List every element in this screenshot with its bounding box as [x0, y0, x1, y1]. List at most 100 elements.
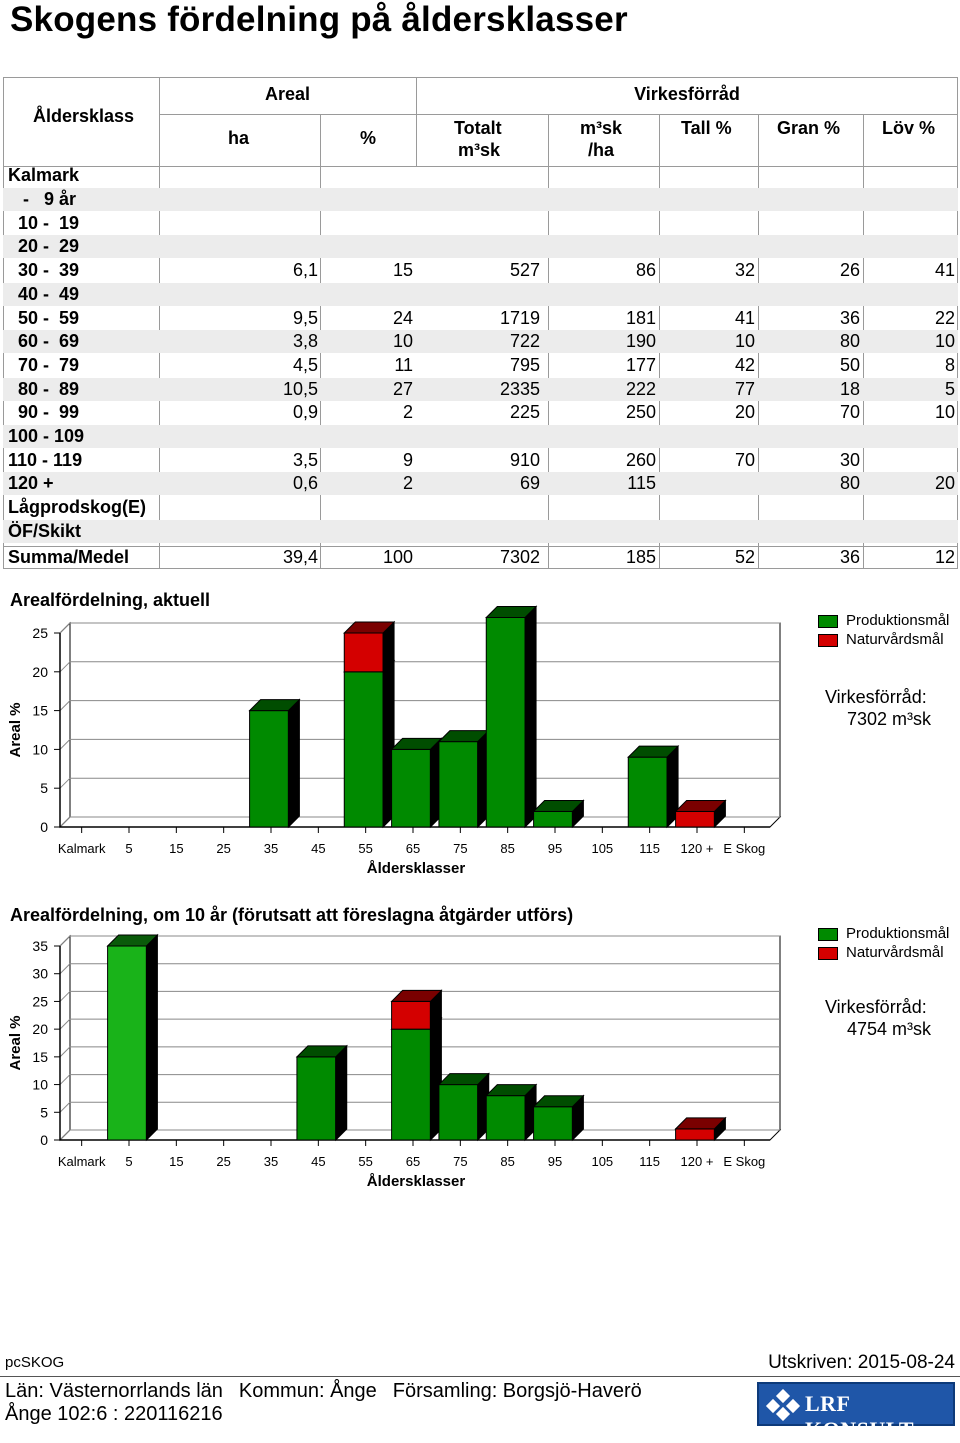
row-ha: 0,9 [292, 402, 318, 423]
gridline-side [59, 816, 71, 828]
header-areal: Areal [264, 84, 311, 104]
legend-swatch [818, 928, 838, 941]
lan-text: Län: Västernorrlands län [5, 1380, 223, 1402]
property-id: Ånge 102:6 : 220116216 [5, 1403, 223, 1425]
x-tick-label: 65 [406, 1154, 420, 1169]
header-m3sk-per-ha: m³sk/ha [580, 118, 623, 160]
age-class-table: Åldersklass Areal Virkesförråd ha % Tota… [3, 77, 958, 569]
row-lov: 10 [934, 402, 955, 423]
gridline-side [59, 935, 71, 947]
bar-top [390, 737, 443, 750]
row-per-ha: 260 [625, 449, 656, 470]
table-row: 20 - 29 [3, 235, 958, 259]
x-tick-label: Kalmark [58, 1154, 106, 1169]
row-pct: 2 [402, 402, 413, 423]
gridline-side [59, 661, 71, 673]
bar-top [674, 799, 727, 812]
bar-front-Produktionsmål [438, 1084, 479, 1141]
bar-front-Produktionsmål [107, 945, 147, 1141]
table-frame [3, 77, 958, 569]
bar-front-Produktionsmål [438, 741, 479, 828]
bar-top [532, 1095, 585, 1108]
row-ha: 0,6 [292, 473, 318, 494]
y-tick-label: 20 [32, 1021, 48, 1037]
virkesforrad-note: Virkesförråd: 4754 m³sk [825, 997, 932, 1039]
x-tick-label: 15 [169, 1154, 183, 1169]
x-tick-label: 95 [548, 1154, 562, 1169]
header-ha: ha [228, 128, 250, 148]
x-tick-label: E Skog [723, 841, 765, 856]
row-per-ha: 115 [627, 473, 656, 494]
table-row: - 9 år [3, 188, 958, 211]
table-row: 120 + 0,6 2 69 115 80 20 [3, 472, 958, 496]
row-tall: 20 [734, 402, 755, 423]
legend-item-produktion: Produktionsmål [818, 611, 949, 630]
x-tick-label: 115 [639, 1154, 660, 1169]
gridline-side [59, 739, 71, 750]
x-tick-label: 65 [406, 841, 420, 856]
row-totalt: 722 [509, 331, 540, 352]
gridline-side [59, 1046, 71, 1058]
row-label: 40 - 49 [8, 283, 80, 304]
row-totalt: 910 [509, 449, 540, 470]
chart-side-wall [59, 934, 71, 1142]
footer-divider [0, 1376, 960, 1377]
chart-side-wall [59, 621, 71, 829]
chart-areal-10-ar: Arealfördelning, om 10 år (förutsatt att… [0, 900, 960, 1200]
x-tick-label: 55 [358, 1154, 372, 1169]
y-tick-label: 30 [32, 966, 48, 982]
table-row: 60 - 69 3,8 10 722 190 10 80 10 [3, 330, 958, 354]
chart-plot: 0 5 10 15 20 25 Kalmark 5 15 25 35 45 55 65 75 85 95 105 1… [7, 605, 782, 877]
group-label: Kalmark [8, 165, 80, 185]
property-info: Län: Västernorrlands län Kommun: Ånge Förs… [5, 1380, 658, 1426]
bar-top [674, 1117, 727, 1130]
x-tick-label: 35 [264, 1154, 278, 1169]
y-axis-title: Areal % [7, 1015, 24, 1070]
page-title: Skogens fördelning på åldersklasser [10, 0, 628, 39]
bar-front-Produktionsmål [296, 1056, 337, 1141]
y-tick-label: 15 [32, 703, 48, 719]
chart-legend: Produktionsmål Naturvårdsmål [818, 611, 949, 649]
legend-item-naturvard: Naturvårdsmål [818, 630, 949, 649]
row-gran: 80 [839, 331, 860, 352]
row-ha: 10,5 [282, 378, 318, 399]
row-ha: 6,1 [292, 260, 318, 281]
y-tick-label: 0 [40, 819, 48, 835]
legend-swatch [818, 634, 838, 647]
gridline-side [59, 1129, 71, 1141]
row-label: 20 - 29 [8, 236, 80, 257]
bar-side [145, 933, 158, 1142]
row-per-ha: 177 [625, 354, 656, 375]
row-pct: 24 [392, 307, 413, 328]
row-label: 100 - 109 [8, 426, 85, 446]
row-label: 70 - 79 [8, 354, 80, 375]
table-row: 110 - 119 3,5 9 910 260 70 30 [3, 449, 958, 472]
row-totalt: 69 [519, 473, 540, 494]
table-row: ÖF/Skikt [3, 519, 958, 543]
row-pct: 10 [392, 331, 413, 352]
row-gran: 36 [839, 307, 860, 328]
row-label: Lågprodskog(E) [8, 497, 146, 518]
print-date: Utskriven: 2015-08-24 [768, 1352, 955, 1373]
row-per-ha: 86 [635, 260, 656, 281]
bar-front-Produktionsmål [533, 1106, 573, 1141]
row-pct: 11 [394, 354, 413, 375]
y-tick-label: 5 [40, 1104, 48, 1120]
summary-per-ha: 185 [625, 547, 656, 567]
summary-tall: 52 [734, 547, 755, 567]
bar-top [390, 989, 443, 1002]
row-totalt: 527 [509, 260, 540, 281]
bar-top [343, 621, 396, 634]
virkesforrad-note: Virkesförråd: 7302 m³sk [825, 687, 932, 729]
y-tick-label: 20 [32, 664, 48, 680]
row-pct: 15 [392, 260, 413, 281]
row-per-ha: 222 [625, 378, 656, 399]
bar-front-Produktionsmål [343, 671, 384, 828]
legend-item-produktion: Produktionsmål [818, 924, 949, 943]
x-axis-title: Åldersklasser [367, 1173, 466, 1190]
y-tick-label: 35 [32, 938, 48, 954]
row-tall: 70 [734, 449, 755, 470]
chart-title: Arealfördelning, aktuell [10, 590, 211, 610]
row-ha: 4,5 [292, 354, 318, 375]
gridline-side [59, 1018, 71, 1030]
